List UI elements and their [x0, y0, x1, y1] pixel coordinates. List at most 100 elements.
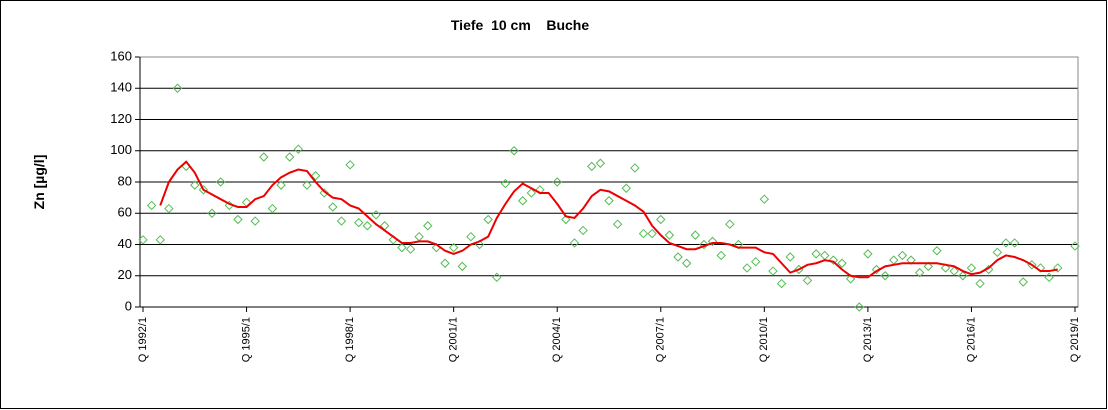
data-point	[448, 242, 459, 253]
y-tick-label: 60	[118, 205, 132, 220]
data-point	[578, 225, 588, 236]
data-point	[673, 252, 683, 262]
data-point	[207, 208, 217, 218]
data-point	[949, 266, 959, 276]
data-point	[190, 180, 200, 190]
data-point	[466, 231, 476, 242]
data-point	[155, 235, 165, 245]
data-point	[423, 221, 433, 231]
data-point	[828, 255, 839, 265]
data-point	[302, 180, 312, 190]
data-point	[345, 160, 355, 170]
data-point	[845, 274, 856, 284]
data-point	[440, 258, 450, 268]
data-point	[172, 83, 183, 93]
data-point	[250, 216, 260, 226]
data-point	[526, 188, 537, 198]
y-tick-label: 20	[118, 267, 132, 282]
data-point	[293, 144, 304, 154]
data-point	[561, 214, 571, 225]
data-point	[768, 266, 778, 276]
data-point	[492, 272, 502, 283]
data-point	[914, 267, 925, 278]
x-tick-label: Q 1992/1	[137, 317, 149, 362]
data-point	[811, 249, 821, 259]
data-point	[483, 214, 493, 225]
data-point	[725, 219, 735, 229]
data-point	[612, 219, 623, 229]
data-point	[897, 250, 908, 261]
y-tick-label: 0	[125, 298, 132, 313]
data-point	[517, 196, 528, 206]
data-point	[975, 278, 985, 289]
x-tick-label: Q 2013/1	[862, 317, 874, 362]
data-point	[552, 177, 562, 187]
data-point	[336, 216, 347, 226]
data-point	[276, 180, 286, 190]
data-point	[595, 158, 606, 168]
data-point	[146, 200, 157, 211]
data-point	[587, 161, 597, 172]
y-tick-label: 140	[110, 80, 132, 95]
data-point	[569, 238, 580, 248]
x-tick-label: Q 1995/1	[240, 317, 252, 362]
data-point	[992, 247, 1003, 258]
data-point	[656, 214, 666, 225]
data-point	[854, 302, 864, 312]
data-point	[742, 263, 752, 273]
x-tick-label: Q 1998/1	[344, 317, 356, 362]
data-point	[604, 196, 614, 206]
data-point	[1044, 272, 1054, 283]
y-tick-label: 80	[118, 173, 132, 188]
data-point	[802, 275, 813, 286]
y-tick-label: 160	[110, 48, 132, 63]
data-point	[664, 230, 675, 240]
y-tick-label: 40	[118, 236, 132, 251]
data-point	[371, 210, 381, 220]
data-point	[1001, 238, 1011, 248]
data-point	[1070, 241, 1080, 251]
y-axis-label: Zn [µg/l]	[31, 155, 47, 210]
y-tick-label: 100	[110, 142, 132, 157]
data-point	[932, 246, 942, 256]
x-tick-label: Q 2019/1	[1069, 317, 1081, 362]
data-point	[863, 249, 873, 259]
data-point	[785, 252, 795, 262]
data-point	[233, 214, 243, 225]
data-point	[750, 256, 761, 267]
data-point	[871, 264, 882, 275]
data-point	[638, 228, 649, 239]
data-point	[397, 242, 407, 253]
data-point	[958, 271, 968, 281]
data-point	[690, 230, 701, 240]
data-point	[259, 152, 269, 162]
data-point	[319, 188, 329, 198]
data-point	[1009, 238, 1020, 248]
data-point	[1018, 277, 1028, 287]
data-point	[983, 264, 994, 275]
data-point	[328, 202, 338, 212]
chart-title: Tiefe 10 cm Buche	[451, 17, 589, 33]
data-point	[923, 261, 934, 272]
data-point	[776, 278, 787, 289]
x-tick-label: Q 2007/1	[655, 317, 667, 362]
data-point	[966, 263, 977, 273]
data-point	[500, 178, 511, 189]
data-point	[354, 217, 364, 228]
data-point	[940, 263, 951, 273]
data-point	[509, 146, 519, 156]
data-point	[284, 152, 295, 162]
data-point	[621, 183, 631, 193]
x-tick-label: Q 2004/1	[551, 317, 563, 362]
data-point	[880, 271, 890, 281]
data-point	[699, 239, 709, 250]
data-point	[716, 250, 726, 261]
x-tick-label: Q 2010/1	[758, 317, 770, 362]
y-tick-label: 120	[110, 111, 132, 126]
data-point	[198, 185, 209, 195]
x-tick-label: Q 2016/1	[965, 317, 977, 362]
data-point	[457, 261, 468, 272]
data-point	[1053, 263, 1063, 273]
